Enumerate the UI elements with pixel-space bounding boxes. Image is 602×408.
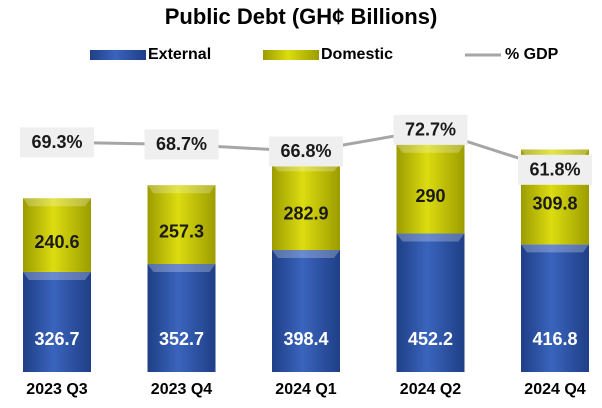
legend-swatch xyxy=(90,50,146,60)
data-label: 69.3% xyxy=(31,132,82,152)
bar-bevel xyxy=(396,144,465,153)
data-label: 326.7 xyxy=(34,329,79,349)
bar-bevel xyxy=(272,249,340,258)
bar-bevel xyxy=(521,244,589,253)
data-label-box xyxy=(393,114,468,145)
data-label-box xyxy=(269,136,343,167)
data-label: 72.7% xyxy=(405,120,456,140)
data-label-box xyxy=(144,129,219,160)
bar xyxy=(396,144,465,234)
legend-swatch xyxy=(263,50,319,60)
data-label: 352.7 xyxy=(159,329,204,349)
bar-bevel xyxy=(147,263,216,272)
data-label: 452.2 xyxy=(408,329,453,349)
bar xyxy=(23,271,91,372)
data-label: 61.8% xyxy=(529,160,580,180)
x-tick-label: 2023 Q3 xyxy=(26,381,87,398)
data-label-box xyxy=(20,127,94,158)
data-label: 309.8 xyxy=(532,194,577,214)
chart-title: Public Debt (GH¢ Billions) xyxy=(165,4,438,29)
data-label: 66.8% xyxy=(280,141,331,161)
data-label: 398.4 xyxy=(283,329,328,349)
data-label: 282.9 xyxy=(283,203,328,223)
bar xyxy=(23,198,91,272)
bar-bevel xyxy=(23,271,91,280)
data-label: 257.3 xyxy=(159,221,204,241)
bar xyxy=(147,263,216,372)
bar xyxy=(521,244,589,372)
x-tick-label: 2024 Q4 xyxy=(524,381,585,398)
data-label: 68.7% xyxy=(156,134,207,154)
x-tick-label: 2023 Q4 xyxy=(151,381,212,398)
bar xyxy=(147,185,216,264)
bar-bevel xyxy=(23,198,91,207)
bar xyxy=(272,249,340,372)
bar-bevel xyxy=(147,185,216,194)
data-label: 416.8 xyxy=(532,329,577,349)
x-tick-label: 2024 Q2 xyxy=(400,381,461,398)
bar xyxy=(396,233,465,372)
legend-label: External xyxy=(148,46,211,63)
x-tick-label: 2024 Q1 xyxy=(275,381,336,398)
bar-bevel xyxy=(396,233,465,242)
legend-label: % GDP xyxy=(505,46,559,63)
data-label: 290 xyxy=(415,186,445,206)
legend-label: Domestic xyxy=(321,46,393,63)
data-label: 240.6 xyxy=(34,232,79,252)
data-label-box xyxy=(518,154,592,185)
bar xyxy=(272,163,340,250)
